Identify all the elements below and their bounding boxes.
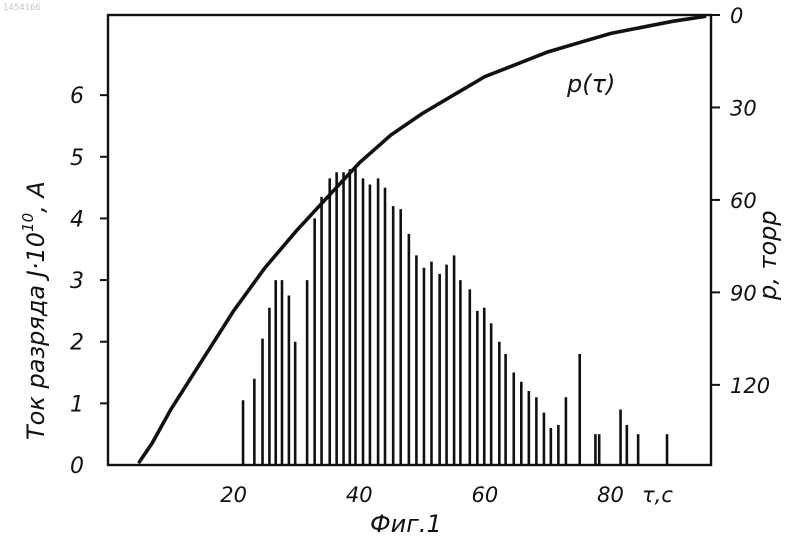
stamp-number: 1454166 <box>3 3 41 13</box>
left-tick-label: 4 <box>70 207 84 232</box>
left-axis-ticks: 0 1 2 3 4 5 6 <box>70 84 108 479</box>
left-tick-label: 5 <box>70 146 84 171</box>
left-tick-label: 3 <box>70 269 84 294</box>
left-axis-title: Ток разряда J·10 <box>22 232 50 440</box>
bottom-tick-label: 60 <box>472 483 499 507</box>
figure-caption: Фиг.1 <box>370 510 442 538</box>
curve-label: p(τ) <box>566 70 615 98</box>
right-tick-label: 120 <box>730 374 770 398</box>
right-axis-title: p, торр <box>754 210 782 301</box>
bottom-tick-label: 80 <box>597 483 624 507</box>
right-axis-ticks: 0 30 60 90 120 <box>711 4 770 398</box>
right-tick-label: 60 <box>730 189 757 213</box>
left-tick-label: 6 <box>70 84 84 109</box>
bottom-tick-label: 20 <box>220 483 247 507</box>
svg-text:Ток разряда J·1010, A: Ток разряда J·1010, A <box>19 181 50 440</box>
pressure-curve <box>139 17 704 462</box>
bottom-tick-label: 40 <box>346 483 373 507</box>
left-axis-title-exponent: 10 <box>19 213 37 232</box>
right-axis-title-group: p, торр <box>754 210 782 301</box>
right-tick-label: 90 <box>730 281 757 305</box>
left-axis-title-group: Ток разряда J·1010, A <box>19 181 50 440</box>
bottom-axis-ticks: 20 40 60 80 <box>220 483 624 507</box>
right-tick-label: 30 <box>730 96 757 120</box>
x-axis-title: τ,c <box>642 483 673 507</box>
left-tick-label: 2 <box>70 331 84 356</box>
left-tick-label: 1 <box>70 392 84 417</box>
bar-series <box>243 166 667 465</box>
right-tick-label: 0 <box>730 4 743 28</box>
left-axis-title-unit: , A <box>22 181 50 213</box>
plot-area: 0 1 2 3 4 5 6 0 30 60 90 120 20 40 60 80 <box>70 4 770 507</box>
left-tick-label: 0 <box>70 454 84 479</box>
